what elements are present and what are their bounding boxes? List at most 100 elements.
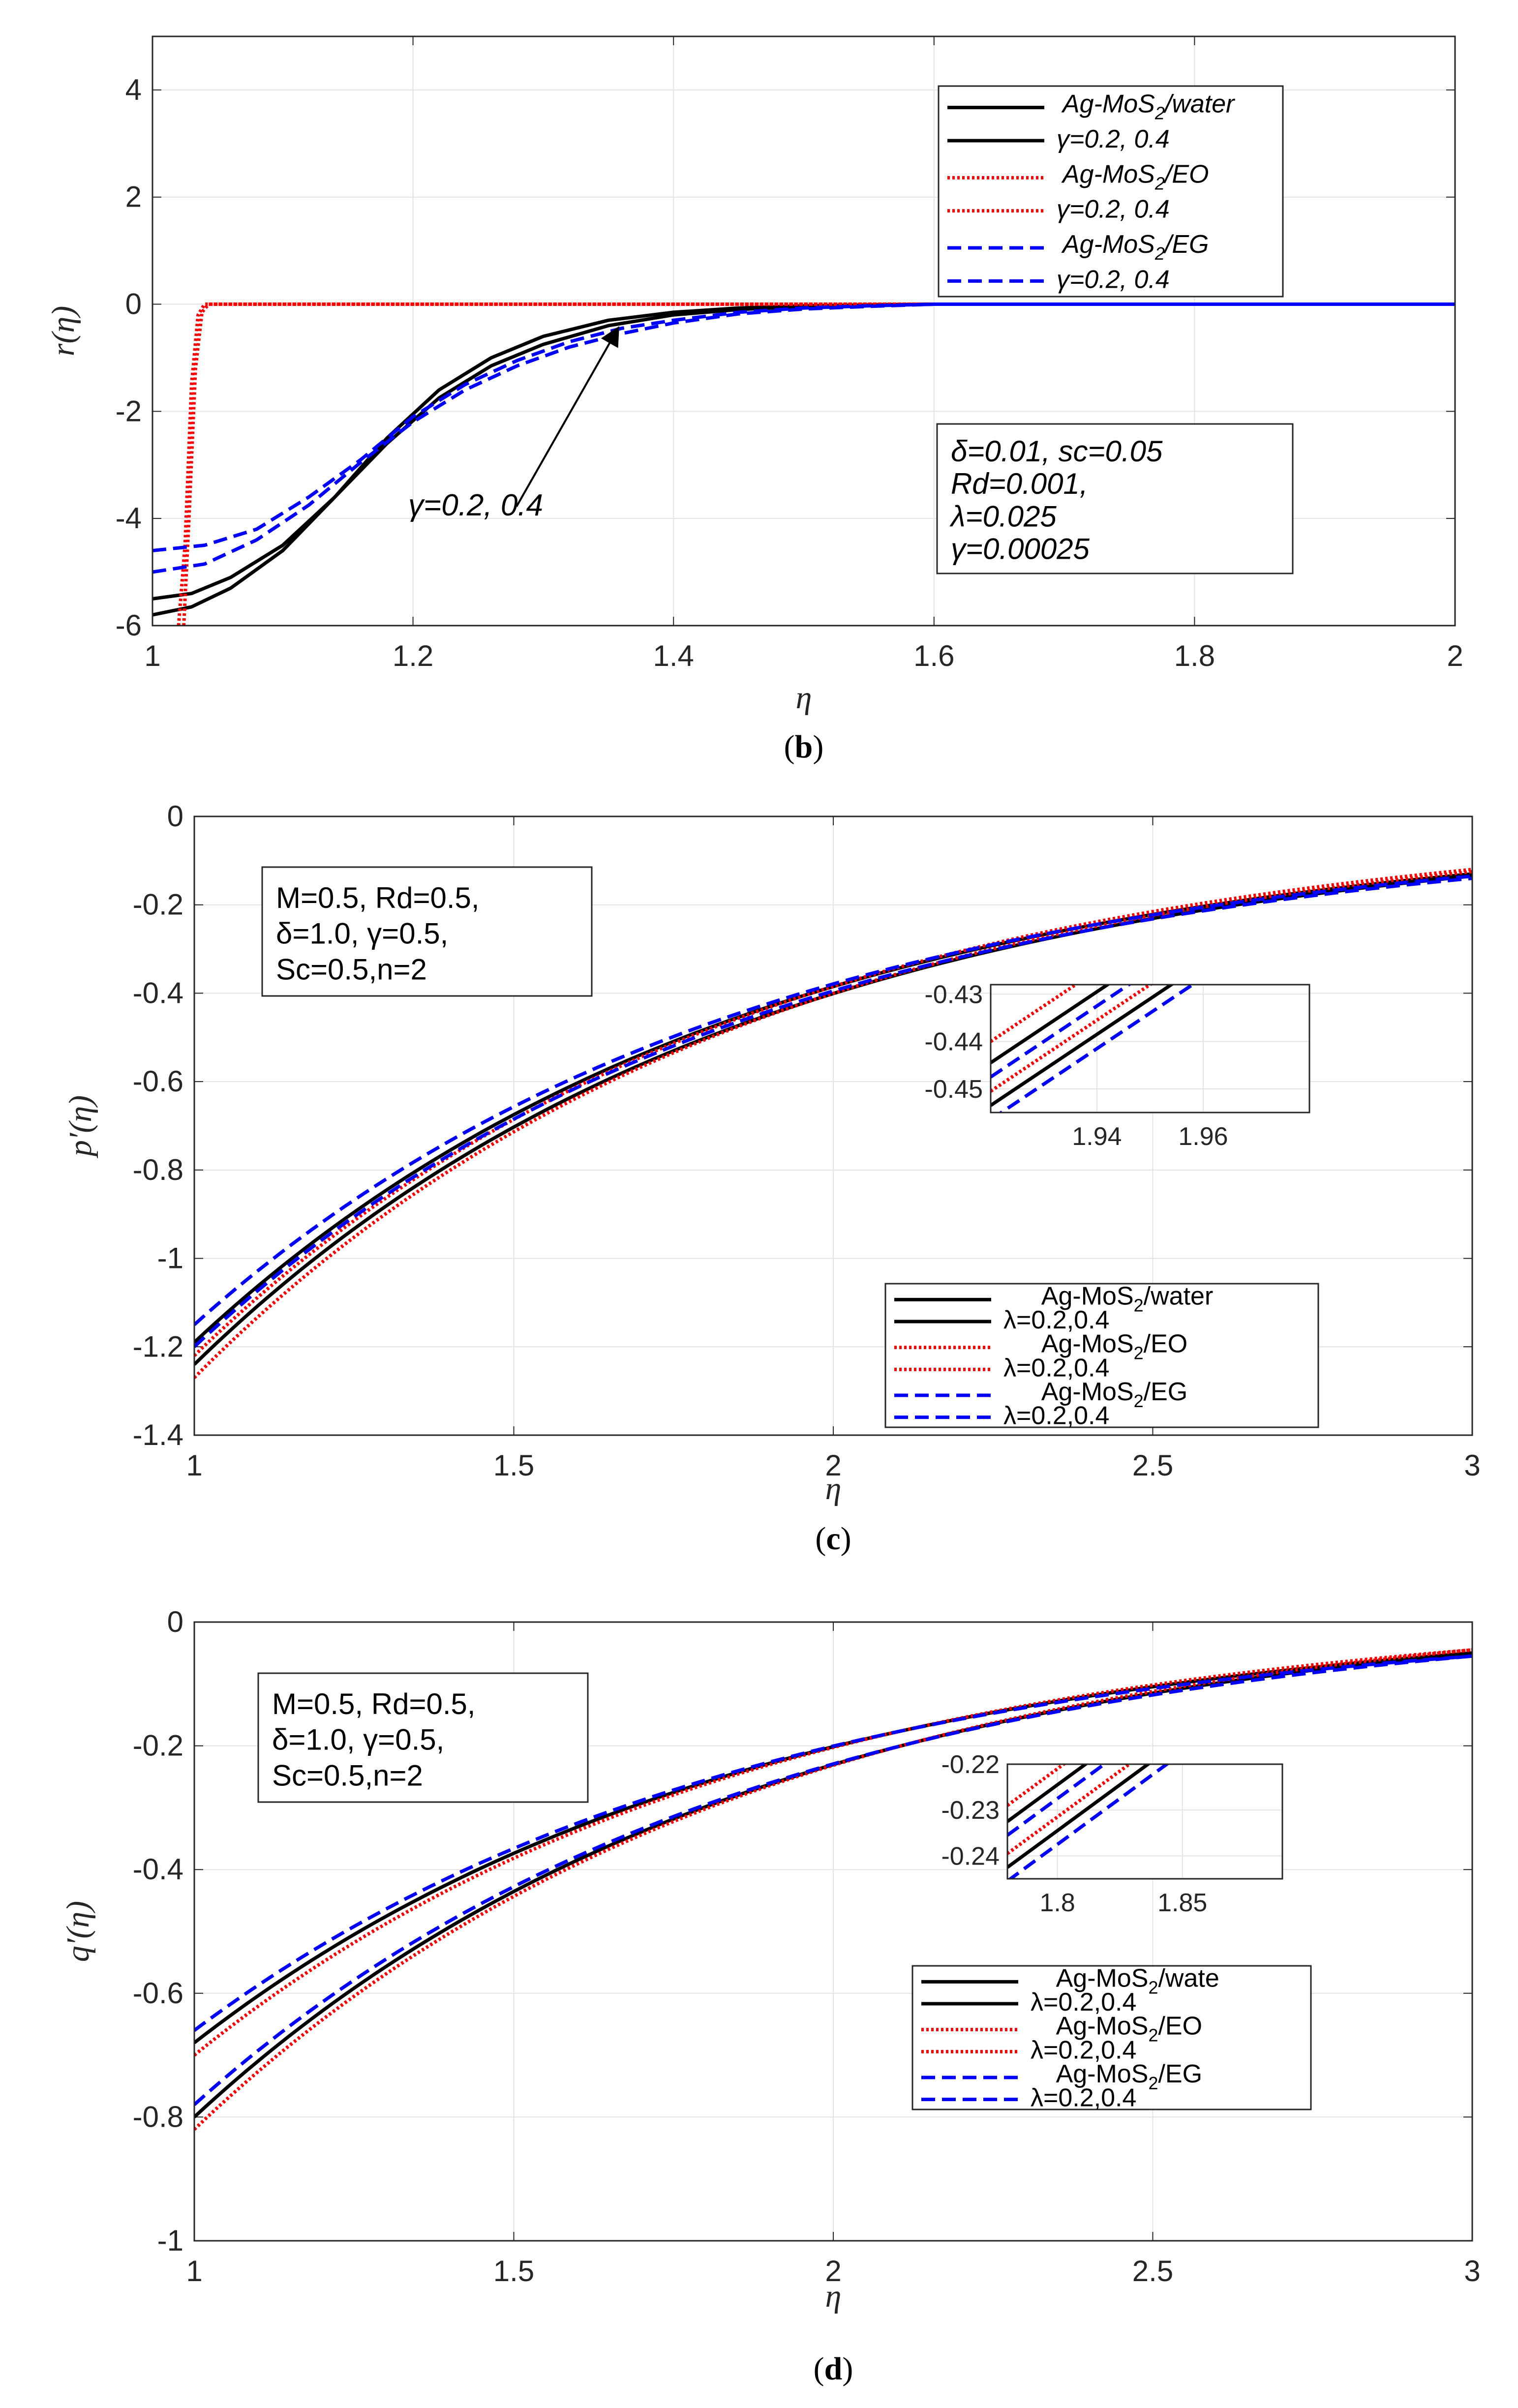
legend-box xyxy=(911,1965,1312,2110)
series-group xyxy=(194,1648,1472,2131)
legend-label: λ=0.2,0.4 xyxy=(1031,2036,1136,2064)
legend-label: Ag-MoS2/water xyxy=(1041,1282,1213,1315)
inset-line xyxy=(998,985,1196,1113)
legend-box xyxy=(884,1283,1319,1428)
y-axis-label: q′(η) xyxy=(60,1901,96,1962)
x-tick-label: 1.6 xyxy=(913,639,954,672)
legend-label: λ=0.2,0.4 xyxy=(1003,1306,1109,1334)
legend-box xyxy=(938,85,1284,298)
x-tick-label: 2 xyxy=(825,2255,841,2288)
inset-x-tick-label: 1.94 xyxy=(1072,1122,1122,1151)
y-tick-label: -0.2 xyxy=(133,888,183,921)
inset-y-tick-label: -0.45 xyxy=(924,1075,983,1104)
inset-line xyxy=(1007,1764,1089,1823)
series-line xyxy=(194,870,1472,1379)
parameter-text: δ=1.0, γ=0.5, xyxy=(276,917,448,950)
legend-label: γ=0.2, 0.4 xyxy=(1057,195,1170,224)
legend-label: γ=0.2, 0.4 xyxy=(1057,125,1170,153)
x-tick-label: 1.2 xyxy=(393,639,433,672)
chart-b: 1 1.2 1.4 1.6 1.8 2 -6 -4 -2 0 2 4 η r(η) (b) δ=0.01, s… xyxy=(45,35,1463,765)
inset-area xyxy=(991,985,1309,1113)
series-line xyxy=(152,302,1455,574)
y-tick-label: 2 xyxy=(125,181,142,213)
series-line xyxy=(194,868,1472,1357)
x-axis-label: η xyxy=(825,2278,842,2314)
legend-label: Ag-MoS2/wate xyxy=(1056,1964,1219,1997)
legend-label: Ag-MoS2/EG xyxy=(1041,1378,1187,1411)
parameter-text: Sc=0.5,n=2 xyxy=(276,953,427,986)
inset-line xyxy=(1007,1764,1151,1869)
chart-d: 1 1.5 2 2.5 3 -1 -0.8 -0.6 -0.4 -0.2 0 η q′(η) (d) M=0… xyxy=(60,1605,1481,2387)
legend-label: λ=0.2,0.4 xyxy=(1003,1354,1109,1382)
annotation-label: γ=0.2, 0.4 xyxy=(408,488,543,522)
y-tick-label: -0.8 xyxy=(133,2100,183,2133)
inset-series-group xyxy=(1007,1764,1170,1879)
parameter-text: γ=0.00025 xyxy=(951,532,1090,565)
inset-line xyxy=(991,985,1132,1079)
parameter-text: Rd=0.001, xyxy=(951,467,1088,500)
x-tick-label: 1 xyxy=(186,1449,202,1482)
legend-label: Ag-MoS2/EO xyxy=(1061,160,1209,193)
inset-chart: 1.8 1.85 -0.24 -0.23 -0.22 xyxy=(941,1750,1283,1917)
legend-label: λ=0.2,0.4 xyxy=(1003,1402,1109,1430)
inset-frame xyxy=(1006,1763,1283,1880)
series-line xyxy=(177,302,1455,626)
parameter-box xyxy=(257,1672,589,1803)
inset-y-tick-label: -0.23 xyxy=(941,1796,1000,1825)
parameter-text: δ=1.0, γ=0.5, xyxy=(272,1723,444,1756)
y-tick-label: 0 xyxy=(125,288,142,321)
series-line xyxy=(152,302,1455,617)
x-tick-label: 1.4 xyxy=(653,639,694,672)
y-axis-label: p′(η) xyxy=(62,1095,98,1158)
inset-y-tick-label: -0.22 xyxy=(941,1750,1000,1779)
x-tick-label: 1.5 xyxy=(493,2255,534,2288)
series-line xyxy=(182,302,1455,626)
x-tick-label: 1.5 xyxy=(493,1449,534,1482)
y-tick-label: -0.2 xyxy=(133,1729,183,1762)
series-line xyxy=(194,1654,1472,2032)
plot-frame xyxy=(193,1621,1473,2242)
y-tick-label: -1 xyxy=(157,1242,183,1275)
legend-label: Ag-MoS2/water xyxy=(1061,90,1236,123)
plot-frame xyxy=(193,815,1473,1436)
legend-label: Ag-MoS2/EO xyxy=(1041,1330,1187,1363)
legend-label: Ag-MoS2/EG xyxy=(1061,230,1209,264)
inset-line xyxy=(1007,1764,1170,1879)
x-tick-label: 3 xyxy=(1464,1449,1480,1482)
series-group xyxy=(194,868,1472,1379)
panel-caption: (b) xyxy=(784,729,824,765)
x-tick-label: 1 xyxy=(144,639,160,672)
x-axis-label: η xyxy=(825,1471,842,1506)
series-line xyxy=(194,1648,1472,2131)
x-axis-label: η xyxy=(796,680,812,716)
inset-y-tick-label: -0.43 xyxy=(924,980,983,1009)
parameter-box xyxy=(936,423,1294,574)
legend-label: Ag-MoS2/EO xyxy=(1056,2012,1202,2046)
inset-frame xyxy=(990,984,1310,1114)
legend-label: λ=0.2,0.4 xyxy=(1031,1988,1136,2017)
inset-series-group xyxy=(991,985,1196,1113)
x-tick-label: 2 xyxy=(825,1449,841,1482)
y-tick-label: -4 xyxy=(116,502,142,535)
y-tick-label: 4 xyxy=(125,73,142,106)
x-tick-label: 2.5 xyxy=(1132,1449,1173,1482)
y-tick-label: -1.4 xyxy=(133,1418,183,1451)
parameter-text: Sc=0.5,n=2 xyxy=(272,1759,423,1792)
legend-label: λ=0.2,0.4 xyxy=(1031,2084,1136,2112)
inset-y-tick-label: -0.24 xyxy=(941,1842,1000,1870)
y-tick-label: 0 xyxy=(167,1605,183,1638)
series-group xyxy=(152,302,1455,626)
series-line xyxy=(194,1654,1472,2106)
inset-line xyxy=(991,985,1175,1107)
annotation-arrow xyxy=(516,326,619,507)
parameter-text: M=0.5, Rd=0.5, xyxy=(276,881,480,914)
parameter-text: δ=0.01, sc=0.05 xyxy=(951,435,1163,468)
inset-x-tick-label: 1.85 xyxy=(1157,1889,1207,1917)
y-tick-label: -1 xyxy=(157,2224,183,2257)
parameter-text: M=0.5, Rd=0.5, xyxy=(272,1687,476,1720)
y-tick-label: -6 xyxy=(116,609,142,642)
y-axis-label: r(η) xyxy=(45,306,81,356)
panel-caption: (d) xyxy=(814,2351,853,2387)
y-tick-label: -0.4 xyxy=(133,1853,183,1886)
